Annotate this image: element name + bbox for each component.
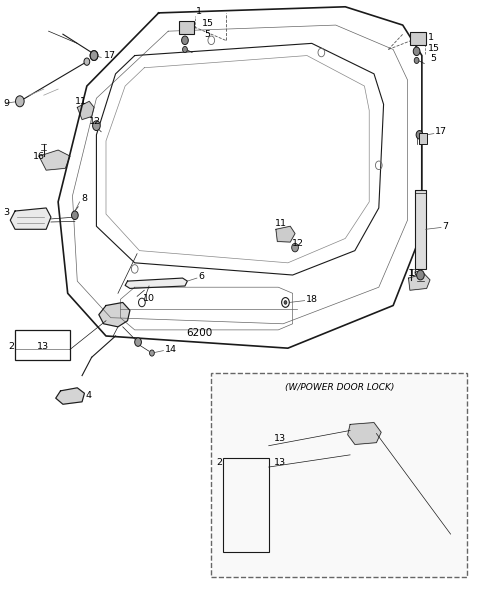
Circle shape bbox=[139, 298, 145, 307]
Circle shape bbox=[284, 301, 287, 304]
Circle shape bbox=[84, 58, 90, 65]
Text: 1: 1 bbox=[428, 33, 433, 42]
Text: 15: 15 bbox=[428, 44, 440, 53]
Circle shape bbox=[135, 338, 142, 346]
Text: 5: 5 bbox=[431, 54, 436, 63]
Circle shape bbox=[181, 36, 188, 45]
Circle shape bbox=[93, 121, 100, 131]
Polygon shape bbox=[348, 423, 381, 444]
Polygon shape bbox=[39, 150, 70, 170]
Text: 14: 14 bbox=[165, 345, 177, 354]
Text: 15: 15 bbox=[202, 20, 214, 28]
Bar bbox=[223, 458, 269, 552]
Circle shape bbox=[292, 243, 299, 252]
Circle shape bbox=[282, 298, 289, 307]
Text: 6: 6 bbox=[198, 272, 204, 280]
Text: 3: 3 bbox=[3, 208, 9, 218]
Circle shape bbox=[417, 270, 424, 280]
Text: 17: 17 bbox=[435, 127, 447, 136]
Text: 10: 10 bbox=[144, 294, 156, 302]
Bar bbox=[211, 373, 468, 577]
Text: 9: 9 bbox=[3, 98, 9, 108]
Circle shape bbox=[90, 51, 98, 60]
Text: 2: 2 bbox=[216, 458, 222, 467]
Text: 7: 7 bbox=[443, 222, 448, 231]
Text: 13: 13 bbox=[274, 458, 286, 467]
Text: 16: 16 bbox=[33, 152, 45, 161]
Circle shape bbox=[414, 57, 419, 64]
Circle shape bbox=[15, 96, 24, 107]
Circle shape bbox=[416, 131, 423, 139]
Text: 6200: 6200 bbox=[186, 328, 213, 338]
Text: 8: 8 bbox=[81, 194, 87, 203]
Text: 11: 11 bbox=[75, 97, 87, 106]
Text: 17: 17 bbox=[104, 51, 116, 60]
Polygon shape bbox=[125, 278, 187, 288]
Bar bbox=[415, 189, 426, 269]
Polygon shape bbox=[56, 388, 84, 404]
Text: 12: 12 bbox=[292, 239, 304, 248]
Text: (W/POWER DOOR LOCK): (W/POWER DOOR LOCK) bbox=[285, 383, 394, 392]
Circle shape bbox=[72, 211, 78, 219]
Circle shape bbox=[150, 350, 155, 356]
Circle shape bbox=[182, 46, 187, 53]
Text: 11: 11 bbox=[275, 219, 287, 228]
Polygon shape bbox=[276, 226, 295, 242]
Bar bbox=[410, 32, 426, 45]
Bar bbox=[15, 330, 70, 360]
Polygon shape bbox=[77, 101, 94, 120]
Text: 16: 16 bbox=[408, 269, 420, 278]
Polygon shape bbox=[10, 208, 51, 229]
Bar bbox=[419, 133, 427, 144]
Text: 13: 13 bbox=[36, 342, 48, 351]
Text: 1: 1 bbox=[196, 7, 202, 16]
Circle shape bbox=[413, 47, 420, 56]
Text: 5: 5 bbox=[204, 30, 210, 38]
Text: 4: 4 bbox=[86, 390, 92, 400]
Polygon shape bbox=[408, 274, 430, 290]
Text: 2: 2 bbox=[8, 342, 14, 351]
Text: 12: 12 bbox=[89, 117, 101, 126]
Text: 18: 18 bbox=[306, 295, 318, 304]
Polygon shape bbox=[99, 302, 130, 327]
Bar bbox=[179, 21, 194, 34]
Text: 13: 13 bbox=[274, 434, 286, 443]
